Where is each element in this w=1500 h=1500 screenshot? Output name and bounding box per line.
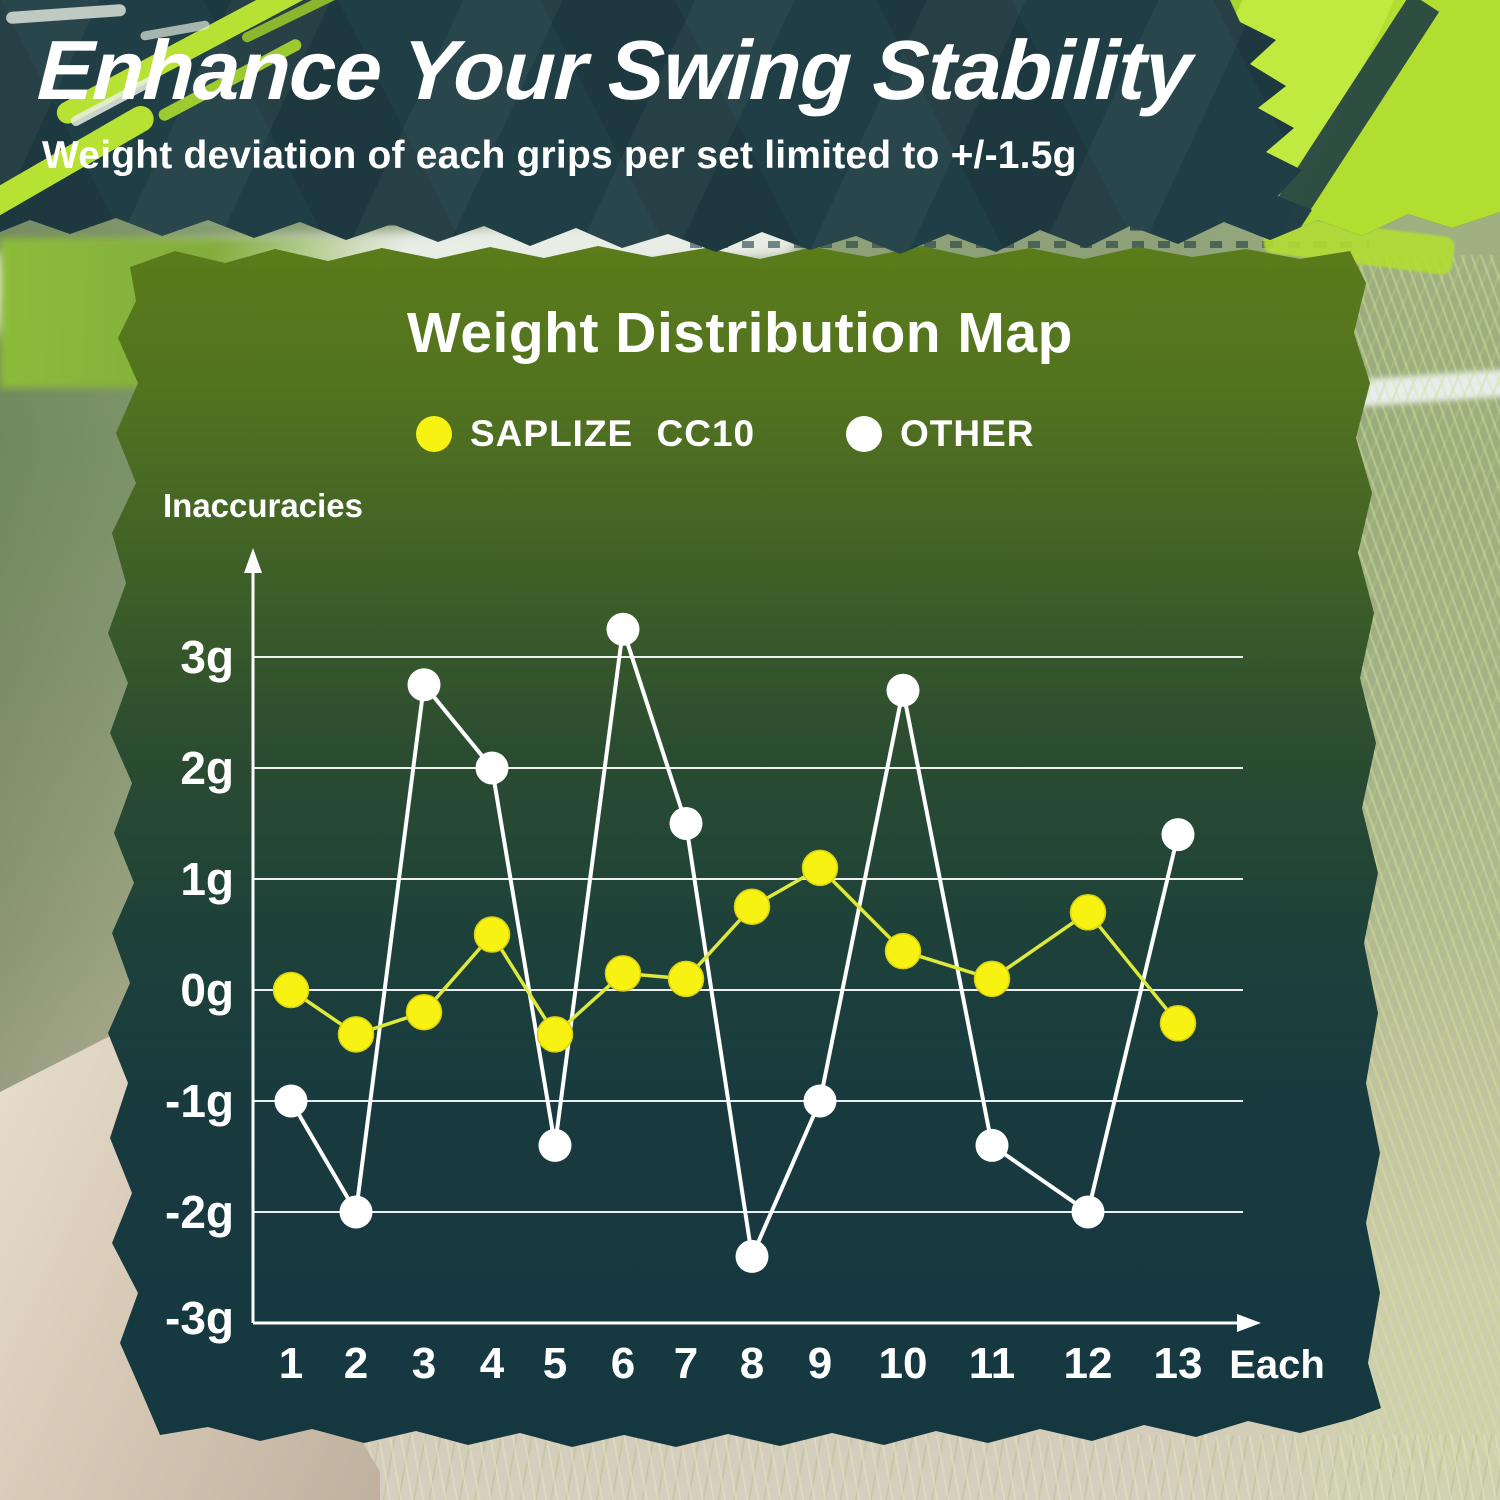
torn-edge-speckles [690, 241, 1370, 248]
legend-label: OTHER [900, 413, 1035, 454]
legend-dot-other-icon [846, 416, 882, 452]
headline: Enhance Your Swing Stability [35, 23, 1194, 117]
y-axis-title: Inaccuracies [163, 487, 363, 524]
subheadline: Weight deviation of each grips per set l… [42, 134, 1077, 177]
chart-title: Weight Distribution Map [407, 301, 1073, 365]
legend-label: SAPLIZE CC10 [470, 413, 756, 454]
chart-legend: SAPLIZE CC10 OTHER [0, 412, 1500, 460]
header-banner: Enhance Your Swing Stability Weight devi… [0, 0, 1500, 254]
legend-item-other: OTHER [846, 412, 1035, 456]
white-paint-speck [5, 3, 127, 25]
legend-dot-saplize-icon [416, 416, 452, 452]
legend-item-saplize-cc10: SAPLIZE CC10 [416, 412, 755, 456]
